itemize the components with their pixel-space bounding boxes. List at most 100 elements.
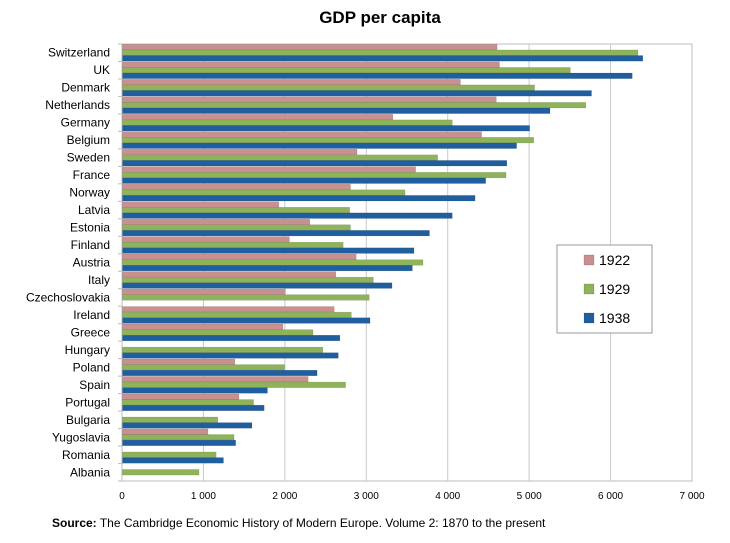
category-label: Austria — [73, 256, 111, 270]
category-labels: Switzerland UK Denmark Netherlands Germany Be… — [26, 46, 111, 480]
category-label: Belgium — [67, 133, 110, 147]
bar-1938-norway — [122, 195, 476, 202]
x-tick-label: 0 — [119, 491, 125, 502]
bar-1938-uk — [122, 72, 633, 79]
bar-1929-germany — [122, 119, 453, 126]
x-tick-label: 2 000 — [272, 491, 297, 502]
bar-1929-netherlands — [122, 102, 587, 109]
bar-1922-uk — [122, 61, 500, 68]
bar-1922-netherlands — [122, 96, 497, 103]
bar-1938-portugal — [122, 404, 265, 411]
legend-label-1929: 1929 — [599, 281, 630, 297]
chart-title: GDP per capita — [319, 8, 441, 27]
bar-1929-sweden — [122, 154, 438, 161]
legend-swatch-1922 — [583, 254, 595, 266]
bar-1922-austria — [122, 253, 357, 260]
category-label: Greece — [71, 325, 111, 339]
bar-1938-sweden — [122, 160, 508, 167]
bar-1929-belgium — [122, 137, 534, 144]
bar-1922-portugal — [122, 393, 240, 400]
category-label: Netherlands — [45, 98, 110, 112]
x-tick-label: 4 000 — [435, 491, 460, 502]
bar-1929-albania — [122, 469, 200, 476]
bar-1938-austria — [122, 265, 413, 272]
bar-1922-denmark — [122, 79, 461, 86]
bar-1922-germany — [122, 114, 394, 121]
bar-1938-poland — [122, 369, 318, 377]
bar-1922-spain — [122, 376, 309, 383]
category-label: Norway — [69, 186, 110, 200]
bar-1938-france — [122, 177, 486, 184]
category-label: Estonia — [70, 221, 110, 235]
category-label: Spain — [79, 378, 110, 392]
category-label: Yugoslavia — [52, 430, 110, 444]
bar-1929-switzerland — [122, 49, 639, 56]
legend-swatch-1929 — [583, 283, 595, 295]
category-label: Germany — [61, 116, 110, 130]
category-label: Bulgaria — [66, 413, 110, 427]
bar-1938-denmark — [122, 90, 592, 97]
category-label: Czechoslovakia — [26, 290, 110, 304]
bar-1929-austria — [122, 259, 424, 266]
x-tick-label: 1 000 — [191, 491, 216, 502]
x-tick-label: 6 000 — [598, 491, 623, 502]
bar-1922-latvia — [122, 201, 280, 208]
bar-1938-yugoslavia — [122, 439, 236, 446]
bar-1922-belgium — [122, 131, 482, 138]
category-label: Switzerland — [48, 46, 110, 60]
bar-1929-hungary — [122, 346, 324, 353]
category-label: Hungary — [65, 343, 110, 357]
legend-swatch-1938 — [583, 312, 595, 324]
category-label: Ireland — [73, 308, 110, 322]
category-label: Finland — [71, 238, 110, 252]
bar-1922-poland — [122, 358, 236, 365]
bar-1922-yugoslavia — [122, 428, 209, 435]
bar-1922-switzerland — [122, 44, 498, 51]
legend-label-1938: 1938 — [599, 310, 630, 326]
bar-1938-germany — [122, 125, 530, 132]
bar-1922-estonia — [122, 218, 311, 225]
bar-1929-bulgaria — [122, 416, 219, 423]
bar-1929-latvia — [122, 207, 350, 214]
source-text: The Cambridge Economic History of Modern… — [99, 516, 546, 530]
bar-1922-ireland — [122, 306, 335, 313]
category-label: Latvia — [78, 203, 110, 217]
bar-1929-poland — [122, 364, 285, 371]
bar-1929-czechoslovakia — [122, 294, 370, 301]
bar-1922-finland — [122, 236, 290, 243]
bar-1929-italy — [122, 276, 374, 284]
category-label: Italy — [88, 273, 110, 287]
bar-1938-ireland — [122, 317, 371, 324]
bar-1922-france — [122, 166, 416, 173]
bar-1929-ireland — [122, 311, 352, 318]
bar-1938-greece — [122, 334, 341, 342]
x-tick-label: 5 000 — [517, 491, 542, 502]
category-label: Denmark — [61, 81, 111, 95]
bar-1929-romania — [122, 451, 217, 458]
bar-1938-bulgaria — [122, 422, 253, 429]
bar-1929-denmark — [122, 84, 535, 91]
legend: 1922 1929 1938 — [556, 244, 653, 334]
source-note: Source: The Cambridge Economic History o… — [52, 516, 545, 530]
bar-1938-italy — [122, 282, 393, 289]
bar-1929-greece — [122, 329, 314, 336]
bar-1922-sweden — [122, 148, 358, 156]
bar-1938-hungary — [122, 352, 339, 359]
bar-1929-spain — [122, 381, 346, 388]
bar-1938-latvia — [122, 212, 453, 219]
bar-1922-czechoslovakia — [122, 288, 286, 295]
x-tick-label: 7 000 — [679, 491, 704, 502]
bar-1938-switzerland — [122, 55, 644, 62]
category-label: France — [73, 168, 111, 182]
category-label: UK — [93, 63, 110, 77]
legend-box — [556, 244, 653, 334]
bar-1929-yugoslavia — [122, 434, 235, 441]
bar-1929-estonia — [122, 224, 351, 231]
category-label: Romania — [62, 448, 110, 462]
source-label: Source: — [52, 516, 97, 530]
bar-1938-netherlands — [122, 107, 551, 114]
bar-1938-estonia — [122, 230, 430, 237]
category-label: Poland — [73, 360, 110, 374]
bar-1929-france — [122, 172, 507, 179]
